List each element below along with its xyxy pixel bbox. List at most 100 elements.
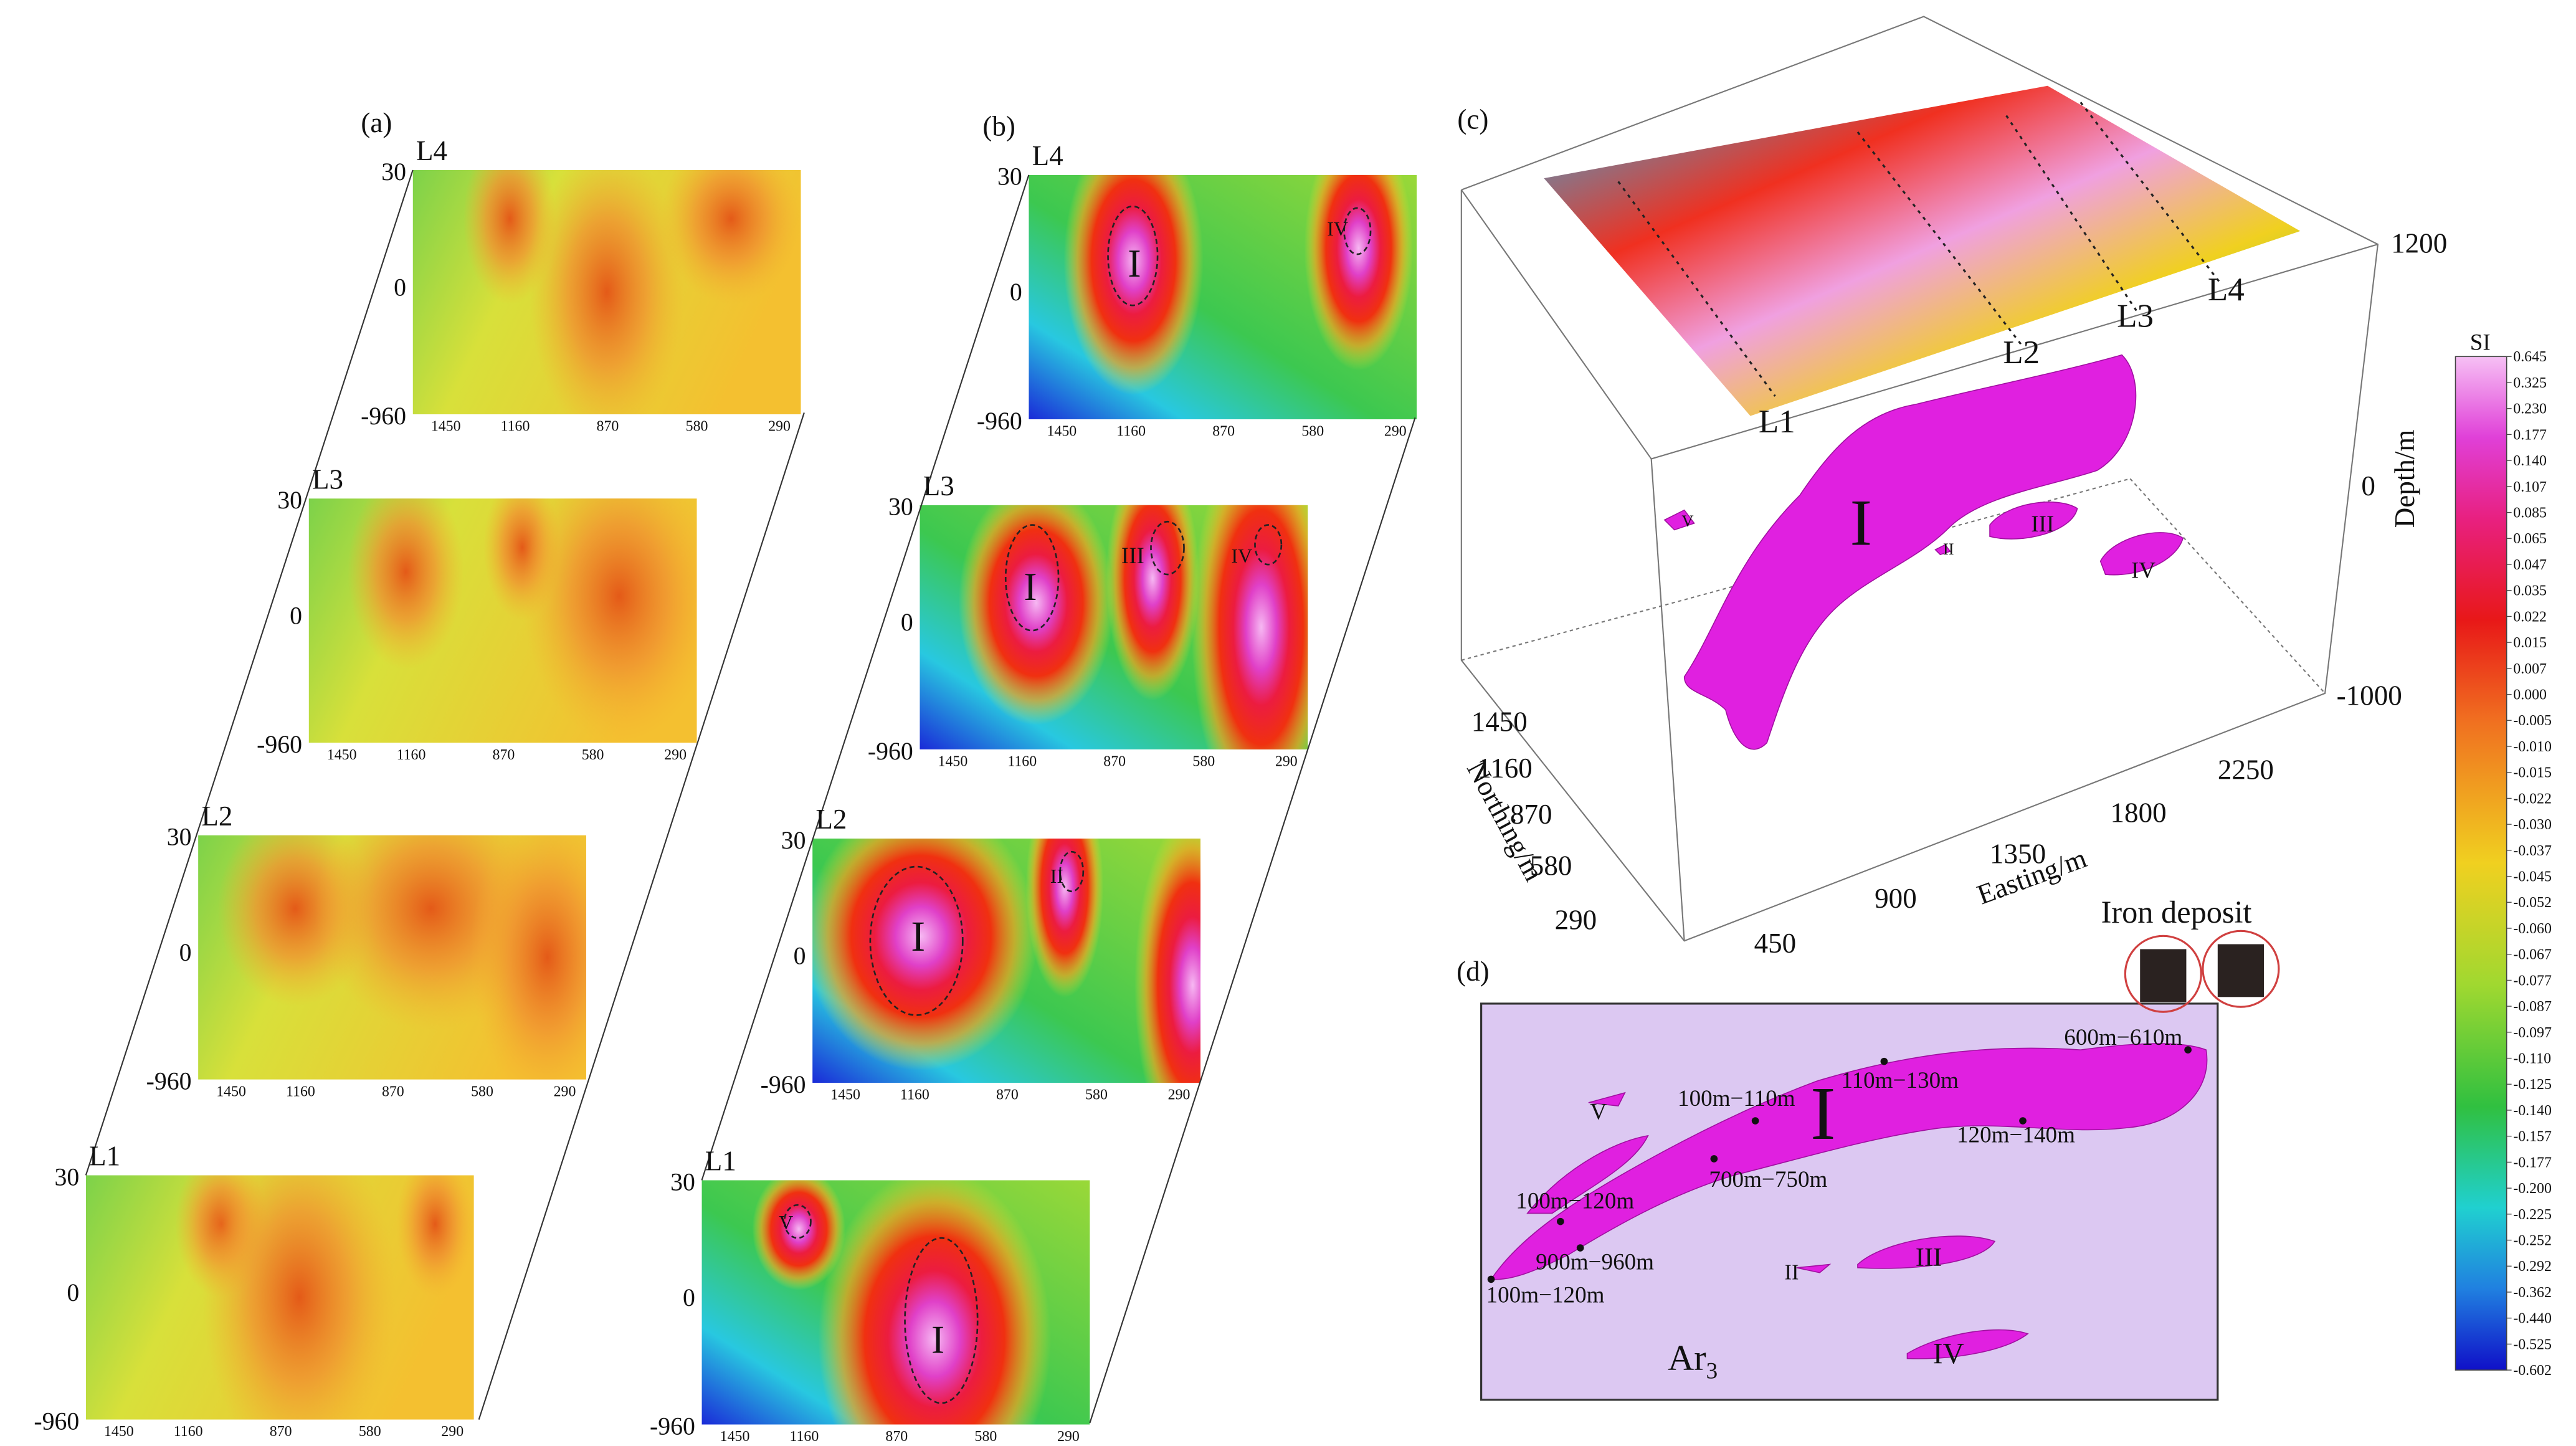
zone-label: II [1050, 865, 1063, 887]
x-tick: 1160 [397, 747, 426, 763]
deposit-symbols [2124, 930, 2280, 1013]
x-tick: 580 [1192, 753, 1215, 769]
zone-outline [1004, 524, 1060, 632]
colorbar-label: -0.060 [2513, 921, 2552, 937]
x-tick: 580 [686, 419, 708, 435]
x-tick: 870 [493, 747, 515, 763]
x-tick: 1800 [2111, 797, 2167, 828]
depth-tick: 0 [901, 609, 913, 636]
section-name: L4 [1032, 140, 1063, 171]
x-tick: 2250 [2218, 754, 2274, 786]
anomaly [522, 498, 697, 743]
x-tick: 580 [471, 1083, 493, 1100]
sample-point [1557, 1217, 1564, 1225]
panel-label: (b) [982, 110, 1015, 141]
x-tick: 580 [359, 1424, 381, 1440]
colorbar-label: -0.225 [2513, 1207, 2552, 1223]
sample-point [1880, 1057, 1888, 1065]
colorbar-label: -0.110 [2513, 1051, 2551, 1067]
section-a [85, 1175, 474, 1420]
colorbar-label: -0.525 [2513, 1336, 2552, 1353]
x-tick: 450 [1754, 928, 1797, 959]
depth-tick: 30 [997, 163, 1022, 191]
colorbar-label: 0.022 [2513, 609, 2547, 625]
colorbar-label: -0.022 [2513, 791, 2552, 807]
zone-label: IV [1327, 218, 1348, 240]
zone-outline [783, 1204, 812, 1239]
frame-line [701, 174, 1030, 1181]
x-tick: 870 [885, 1429, 908, 1445]
section-name: L3 [923, 470, 954, 502]
anomaly [396, 1175, 474, 1298]
colorbar-label: -0.125 [2513, 1077, 2552, 1093]
colorbar-label: 0.035 [2513, 583, 2547, 599]
anomaly [1025, 838, 1104, 997]
section-name: L2 [815, 804, 847, 835]
depth-tick: -960 [868, 738, 913, 765]
depth-tick: -960 [761, 1071, 806, 1098]
depth-tick: -960 [257, 731, 302, 758]
line-label: L2 [2003, 335, 2040, 371]
section-b [920, 505, 1308, 749]
colorbar-label: 0.000 [2513, 687, 2547, 703]
colorbar-label: 0.325 [2513, 375, 2547, 391]
body-label: IV [2131, 558, 2155, 583]
unit-subscript: 3 [1706, 1358, 1718, 1384]
sample-point [1487, 1275, 1495, 1283]
depth-tick: -960 [146, 1068, 192, 1095]
x-tick: 1350 [1990, 839, 2046, 870]
magnetic-bodies-3d [1663, 354, 2184, 750]
x-tick: 580 [1301, 423, 1324, 439]
colorbar-label: 0.007 [2513, 661, 2547, 677]
colorbar-label: -0.602 [2513, 1363, 2552, 1379]
zone-label: IV [1231, 545, 1252, 567]
x-tick: 1160 [900, 1087, 929, 1103]
zone-outline [1150, 520, 1185, 576]
x-tick: 870 [1212, 423, 1235, 439]
colorbar-label: 0.085 [2513, 505, 2547, 521]
colorbar-label: 0.230 [2513, 401, 2547, 417]
anomaly [347, 498, 464, 670]
body-label: I [1850, 486, 1872, 559]
z-tick: 1200 [2391, 227, 2447, 259]
depth-tick: -960 [361, 402, 406, 430]
anomaly [812, 838, 1038, 1071]
x-tick: 290 [1057, 1429, 1080, 1445]
sections [85, 169, 1417, 1425]
section-b [1029, 174, 1417, 419]
colorbar-label: -0.200 [2513, 1181, 2552, 1197]
z-tick: 0 [2361, 470, 2375, 502]
body-label: III [2031, 511, 2054, 537]
depth-label: 100m−110m [1678, 1086, 1795, 1111]
zone-label: I [1128, 241, 1141, 285]
x-tick: 290 [441, 1424, 463, 1440]
x-tick: 870 [1103, 753, 1126, 769]
anomaly [529, 169, 685, 415]
colorbar-label: -0.362 [2513, 1285, 2552, 1301]
panel-label: (a) [361, 107, 392, 138]
section-b [701, 1180, 1090, 1425]
colorbar-label: -0.077 [2513, 973, 2552, 989]
colorbar-label: 0.047 [2513, 557, 2547, 573]
frame-line [85, 169, 414, 1176]
depth-label: 120m−140m [1957, 1122, 2075, 1148]
frame-line [1089, 417, 1416, 1424]
depth-tick: 0 [1010, 278, 1022, 306]
x-tick: 1160 [286, 1083, 315, 1100]
colorbar-label: -0.292 [2513, 1258, 2552, 1275]
anomaly [470, 835, 586, 1080]
colorbar-label: -0.015 [2513, 765, 2552, 781]
colorbar-label: 0.065 [2513, 531, 2547, 547]
sample-point [2184, 1046, 2192, 1054]
line-label: L1 [1759, 404, 1795, 440]
panel-label: (c) [1457, 104, 1488, 135]
x-tick: 1160 [789, 1429, 819, 1445]
colorbar-label: -0.037 [2513, 843, 2552, 859]
depth-tick: 30 [167, 824, 192, 851]
body-label: II [1784, 1260, 1799, 1284]
depth-tick: 0 [179, 939, 192, 966]
line-label: L4 [2208, 272, 2245, 308]
zone-label: V [779, 1212, 793, 1234]
depth-tick: 30 [54, 1163, 79, 1191]
